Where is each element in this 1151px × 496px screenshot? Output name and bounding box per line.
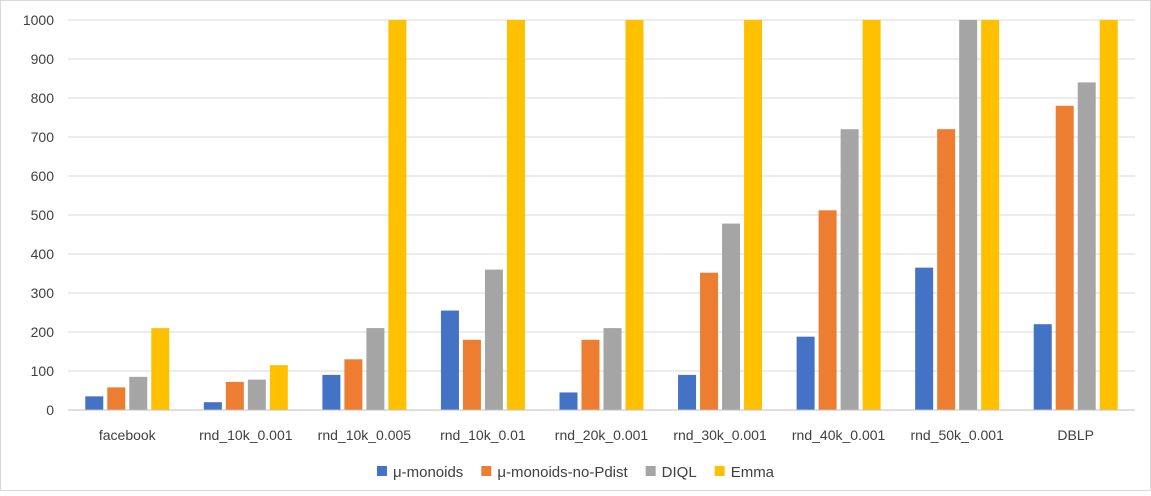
category-label: rnd_40k_0.001 [792,427,886,443]
bar [722,223,741,410]
bar [506,20,525,410]
bar [462,339,481,410]
gridlines [68,19,1135,372]
bar [796,336,815,410]
y-tick-label: 900 [31,51,55,67]
bar [818,210,837,410]
bar [247,379,266,410]
y-tick-label: 100 [31,363,55,379]
bar [440,310,459,410]
bar [744,20,763,410]
category-label: rnd_10k_0.01 [440,427,526,443]
y-tick-label: 200 [31,324,55,340]
bars [85,20,1118,411]
y-tick-label: 500 [31,207,55,223]
category-label: rnd_20k_0.001 [555,427,649,443]
legend-label: DIQL [662,464,697,481]
bar [937,129,956,410]
legend-swatch [714,466,725,476]
bar [344,359,363,410]
y-tick-label: 700 [31,129,55,145]
bar [225,381,244,410]
bar [625,20,644,410]
category-label: DBLP [1057,427,1094,443]
category-label: rnd_50k_0.001 [910,427,1004,443]
bar [107,387,126,410]
y-tick-label: 400 [31,246,55,262]
category-label: rnd_30k_0.001 [673,427,767,443]
legend: μ-monoids μ-monoids-no-Pdist DIQL Emma [376,464,775,481]
legend-label: μ-monoids-no-Pdist [497,464,628,481]
y-tick-label: 300 [31,285,55,301]
bar [269,365,288,410]
bar [1077,82,1096,411]
y-tick-label: 1000 [23,12,54,28]
bar [862,20,881,410]
bar [840,129,859,410]
category-label: rnd_10k_0.001 [199,427,293,443]
bar [678,374,697,410]
bar [581,339,600,410]
legend-swatch [481,466,492,476]
y-axis-ticks: 0 100 200 300 400 500 600 700 800 900 1000 [23,12,54,418]
bar [366,328,385,410]
bar [915,267,934,410]
y-tick-label: 0 [46,402,54,418]
bar [1099,20,1118,410]
bar [700,272,719,410]
bar [603,328,622,410]
bar [1055,105,1074,411]
bar [203,402,222,410]
legend-label: Emma [731,464,775,481]
category-label: rnd_10k_0.005 [318,427,412,443]
legend-swatch [645,466,656,476]
bar [559,392,578,410]
bar [322,374,341,410]
bar [1033,324,1052,410]
bar [85,396,104,410]
bar [388,20,407,410]
bar [959,20,978,410]
bar [484,269,503,410]
category-labels: facebook rnd_10k_0.001 rnd_10k_0.005 rnd_10… [99,427,1094,443]
category-label: facebook [99,427,157,443]
bar [129,376,148,410]
bar [151,328,170,410]
bar [981,20,1000,410]
legend-swatch [376,466,387,476]
y-tick-label: 600 [31,168,55,184]
legend-label: μ-monoids [393,464,463,481]
y-tick-label: 800 [31,90,55,106]
